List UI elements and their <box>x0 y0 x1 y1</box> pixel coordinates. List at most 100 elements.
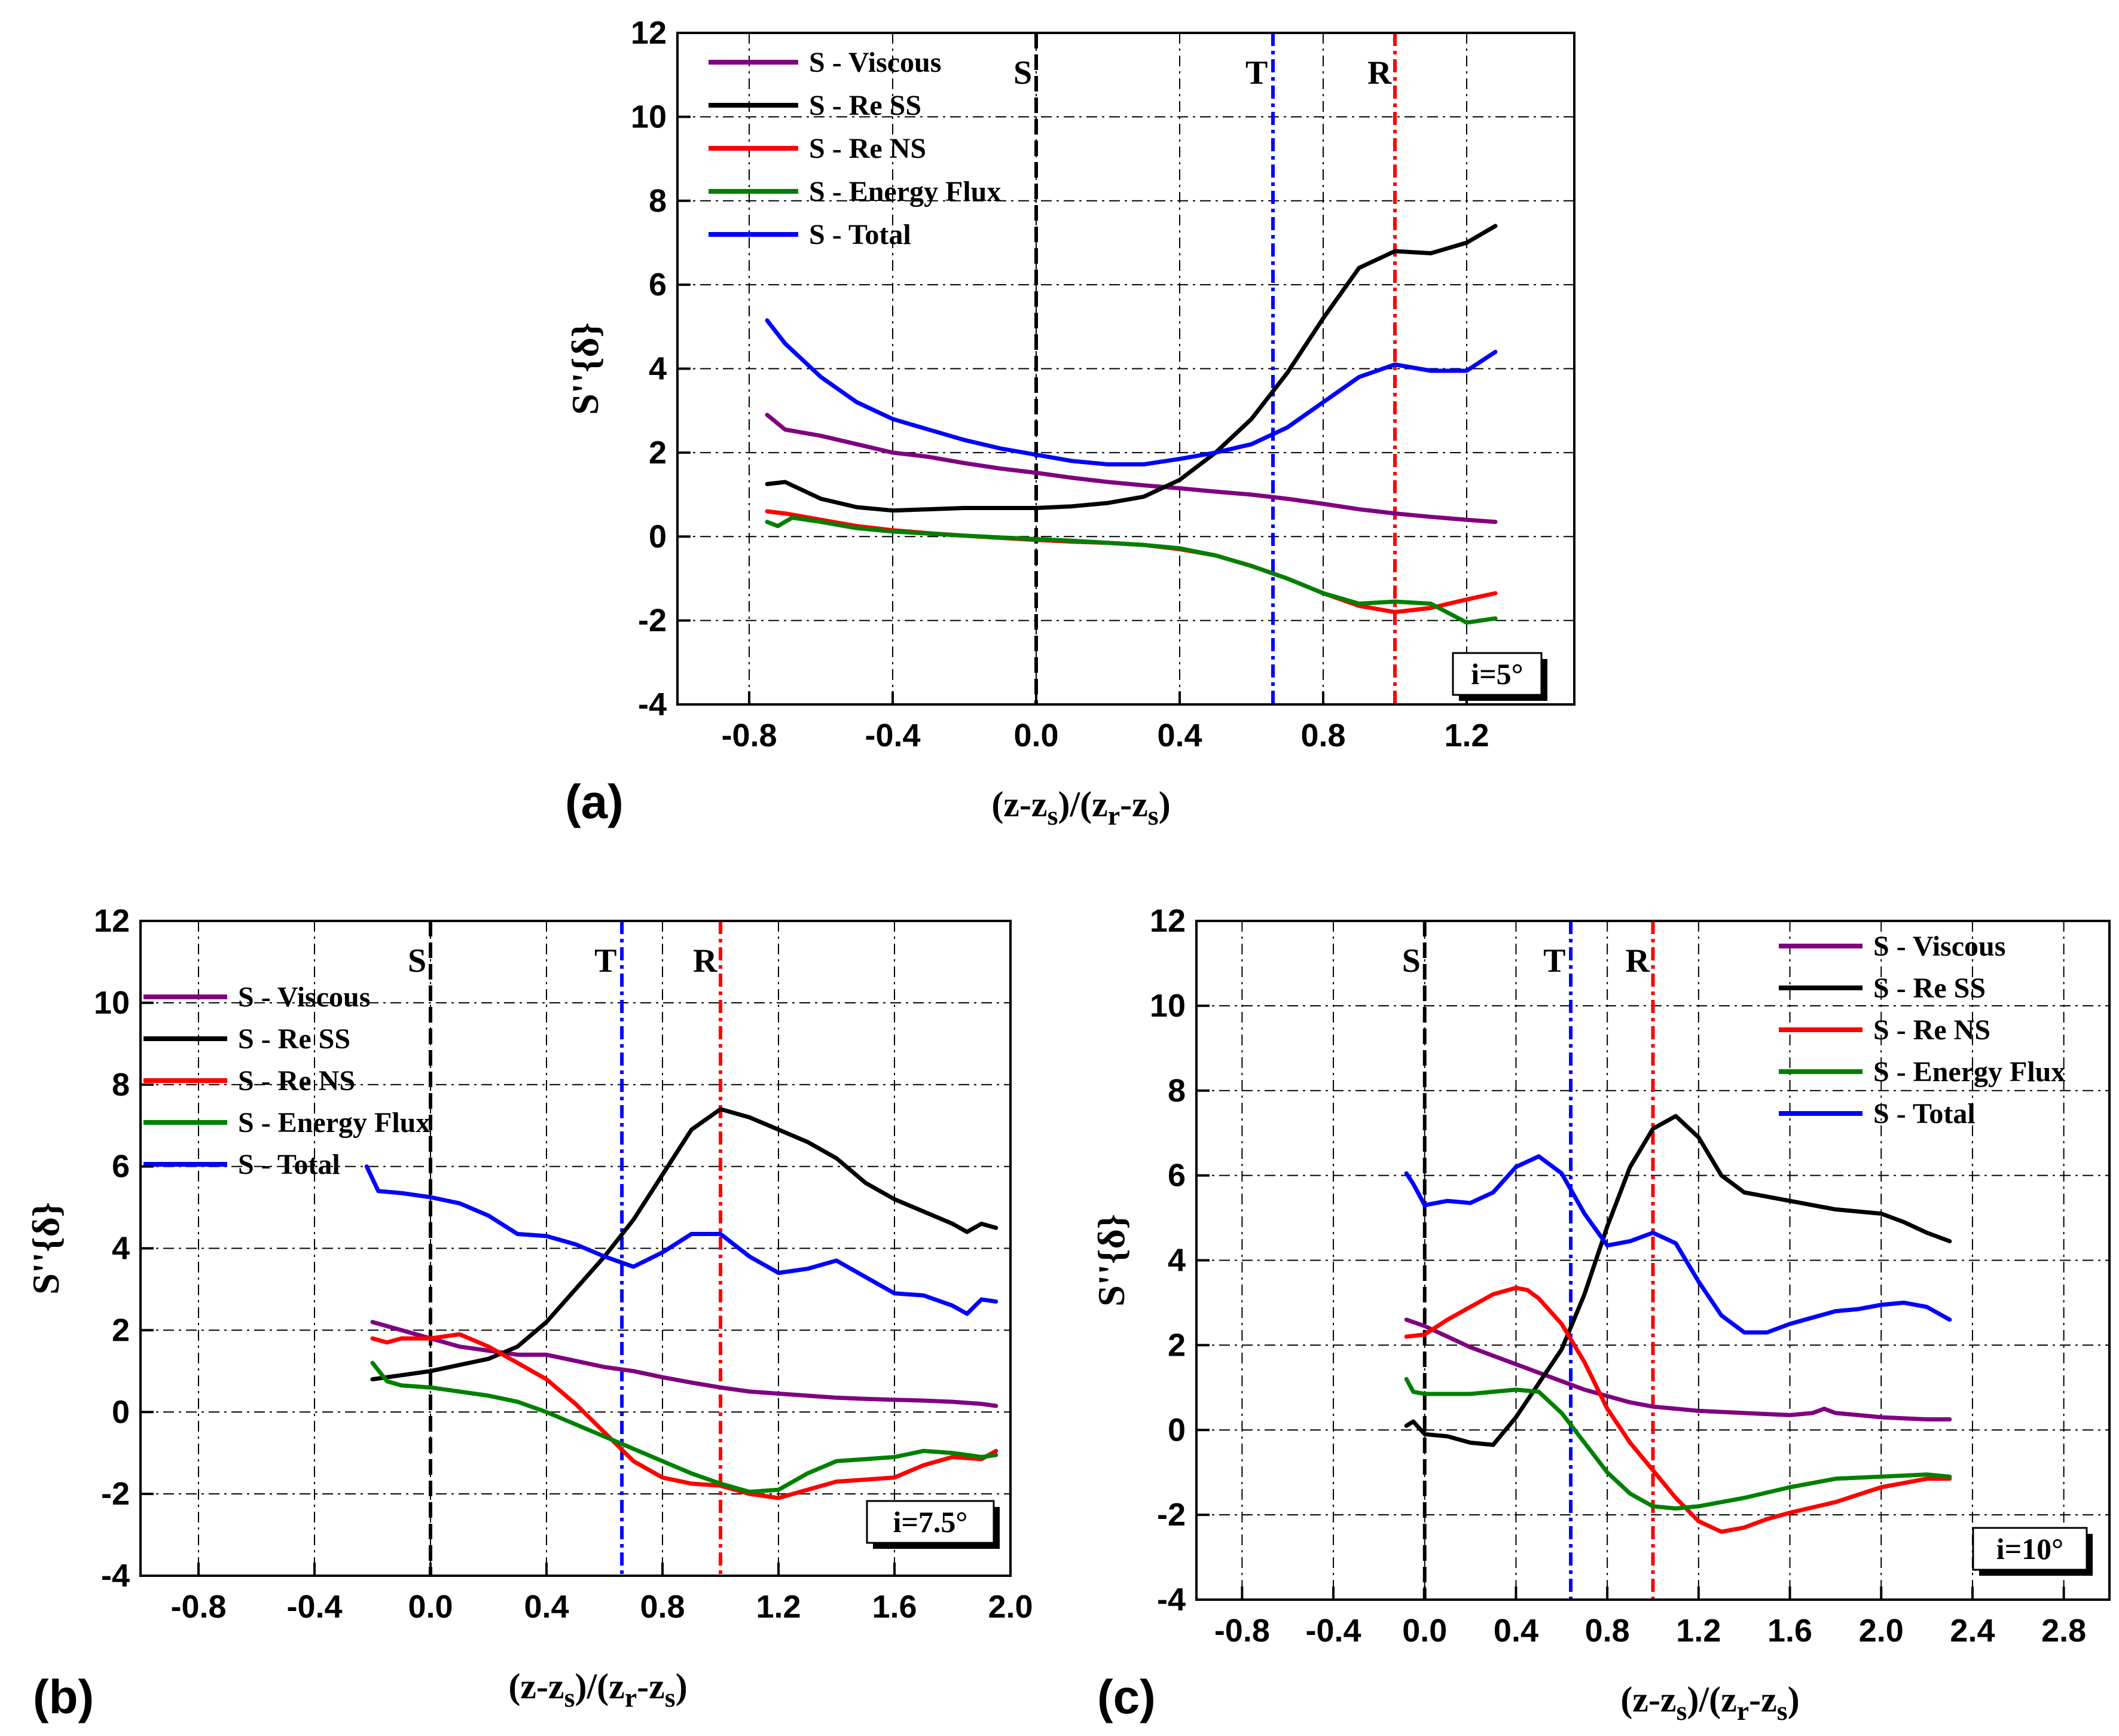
legend-label: S - Energy Flux <box>1873 1056 2065 1088</box>
marker-label-s: S <box>1402 942 1421 980</box>
x-tick-label: -0.8 <box>1214 1613 1270 1649</box>
y-tick-label: 10 <box>1150 988 1186 1024</box>
x-tick-label: 2.0 <box>988 1589 1033 1625</box>
y-axis-label: S''{δ} <box>1090 1214 1132 1307</box>
legend: S - Viscous S - Re SS S - Re NS S - Energy … <box>143 981 430 1180</box>
x-axis-label-subscript: r <box>1108 800 1120 831</box>
legend-label: S - Energy Flux <box>809 176 1001 208</box>
y-tick-label: 2 <box>1168 1327 1186 1363</box>
y-tick-label: 2 <box>112 1312 130 1348</box>
marker-label-s: S <box>408 942 426 980</box>
x-tick-label: 0.8 <box>1585 1613 1630 1649</box>
y-tick-label: -2 <box>1157 1497 1186 1533</box>
x-tick-label: 0.8 <box>1300 718 1345 753</box>
x-axis-label-subscript: s <box>564 1682 575 1713</box>
x-axis-label-subscript: s <box>1048 800 1058 831</box>
x-axis-label-subscript: r <box>1737 1695 1749 1726</box>
x-tick-label: 1.6 <box>872 1589 917 1625</box>
y-tick-label: 12 <box>1150 903 1186 939</box>
x-axis-label-part: )/(z <box>1058 785 1107 824</box>
x-tick-label: 0.0 <box>1402 1613 1447 1649</box>
legend-label: S - Energy Flux <box>238 1107 430 1139</box>
y-tick-label: 8 <box>1168 1073 1186 1109</box>
legend-label: S - Total <box>238 1149 340 1180</box>
series-line-viscous <box>370 1320 999 1408</box>
x-axis-label-part: ) <box>676 1667 688 1706</box>
series-line-re-ns <box>1404 1286 1952 1534</box>
annotation-box <box>866 1500 995 1544</box>
y-tick-label: 4 <box>1168 1243 1186 1279</box>
marker-label-t: T <box>1543 942 1565 980</box>
legend-label: S - Total <box>1873 1098 1976 1130</box>
y-tick-label: 6 <box>649 267 667 303</box>
x-axis: -0.8 -0.4 0.0 0.4 0.8 1.2 1.6 2.0 <box>170 1563 1033 1625</box>
series-line-re-ns <box>370 1332 999 1500</box>
panel-label: (b) <box>33 1670 94 1723</box>
y-tick-label: -2 <box>101 1476 130 1512</box>
x-axis-label-part: -z <box>637 1667 665 1706</box>
legend-label: S - Re SS <box>238 1023 350 1055</box>
marker-label-r: R <box>693 942 717 980</box>
y-axis: -4 -2 0 2 4 6 8 10 12 <box>631 15 691 722</box>
legend-label: S - Re NS <box>238 1065 355 1097</box>
incidence-label: i=7.5° <box>893 1505 968 1539</box>
x-tick-label: 1.6 <box>1767 1613 1812 1649</box>
x-axis-label-part: (z-z <box>1620 1680 1676 1719</box>
annotation-box <box>1452 652 1543 696</box>
panel-a-chart: S T R S - Viscous S - Re SS S - Re NS S - Ener… <box>564 15 1575 831</box>
x-axis-label-part: (z-z <box>991 785 1047 824</box>
y-tick-label: 4 <box>649 351 667 387</box>
y-tick-label: 0 <box>1168 1412 1186 1448</box>
series-line-energy-flux <box>1404 1377 1952 1511</box>
x-tick-label: -0.8 <box>170 1589 226 1625</box>
x-axis-label-part: ) <box>1159 785 1171 824</box>
y-tick-label: -4 <box>1157 1582 1186 1618</box>
annotation-box <box>1972 1527 2088 1571</box>
y-axis: -4 -2 0 2 4 6 8 10 12 <box>94 903 154 1594</box>
series-line-re-ss <box>765 224 1498 513</box>
y-tick-label: 8 <box>112 1067 130 1103</box>
y-tick-label: 10 <box>631 99 667 135</box>
legend-label: S - Viscous <box>809 47 941 78</box>
y-tick-label: 4 <box>112 1231 130 1267</box>
series-line-total <box>1404 1154 1952 1335</box>
x-tick-label: 0.0 <box>1013 718 1058 753</box>
x-tick-label: 2.0 <box>1859 1613 1904 1649</box>
x-tick-label: 0.4 <box>524 1589 569 1625</box>
y-tick-label: 0 <box>112 1394 130 1430</box>
legend-label: S - Total <box>809 219 911 251</box>
x-axis-label-subscript: s <box>1677 1695 1687 1726</box>
x-axis-label: (z-zs)/(zr-zs) <box>1620 1680 1799 1726</box>
x-axis-label-part: (z-z <box>508 1667 564 1706</box>
y-axis-label: S''{δ} <box>25 1202 67 1295</box>
x-axis-label-part: )/(z <box>1687 1680 1736 1719</box>
y-tick-label: 12 <box>94 903 130 939</box>
x-axis-label-part: -z <box>1120 785 1148 824</box>
legend-label: S - Re SS <box>809 90 921 121</box>
legend-label: S - Re NS <box>1873 1014 1990 1046</box>
legend: S - Viscous S - Re SS S - Re NS S - Energy … <box>709 47 1001 251</box>
legend-label: S - Viscous <box>238 981 370 1013</box>
panel-label: (a) <box>565 775 624 828</box>
x-tick-label: -0.4 <box>1306 1613 1361 1649</box>
y-tick-label: -4 <box>101 1558 130 1594</box>
series-line-total <box>364 1164 999 1316</box>
x-axis-label-part: )/(z <box>575 1667 624 1706</box>
marker-label-r: R <box>1367 54 1392 91</box>
y-tick-label: 12 <box>631 15 667 51</box>
x-tick-label: 1.2 <box>1676 1613 1721 1649</box>
x-axis-label-part: ) <box>1788 1680 1800 1719</box>
incidence-label: i=10° <box>1996 1532 2063 1566</box>
y-tick-label: 6 <box>1168 1158 1186 1194</box>
series-line-energy-flux <box>765 515 1498 625</box>
y-tick-label: 10 <box>94 985 130 1021</box>
x-tick-label: -0.8 <box>721 718 777 753</box>
x-tick-label: 2.8 <box>2041 1613 2086 1649</box>
panel-c-chart: S T R S - Viscous S - Re SS S - Re NS S - Ener… <box>1090 903 2111 1726</box>
x-axis-label-subscript: s <box>665 1682 676 1713</box>
series-line-total <box>765 318 1498 466</box>
x-tick-label: 2.4 <box>1950 1613 1995 1649</box>
y-tick-label: 6 <box>112 1149 130 1185</box>
y-axis: -4 -2 0 2 4 6 8 10 12 <box>1150 903 1210 1618</box>
incidence-label: i=5° <box>1471 657 1523 691</box>
